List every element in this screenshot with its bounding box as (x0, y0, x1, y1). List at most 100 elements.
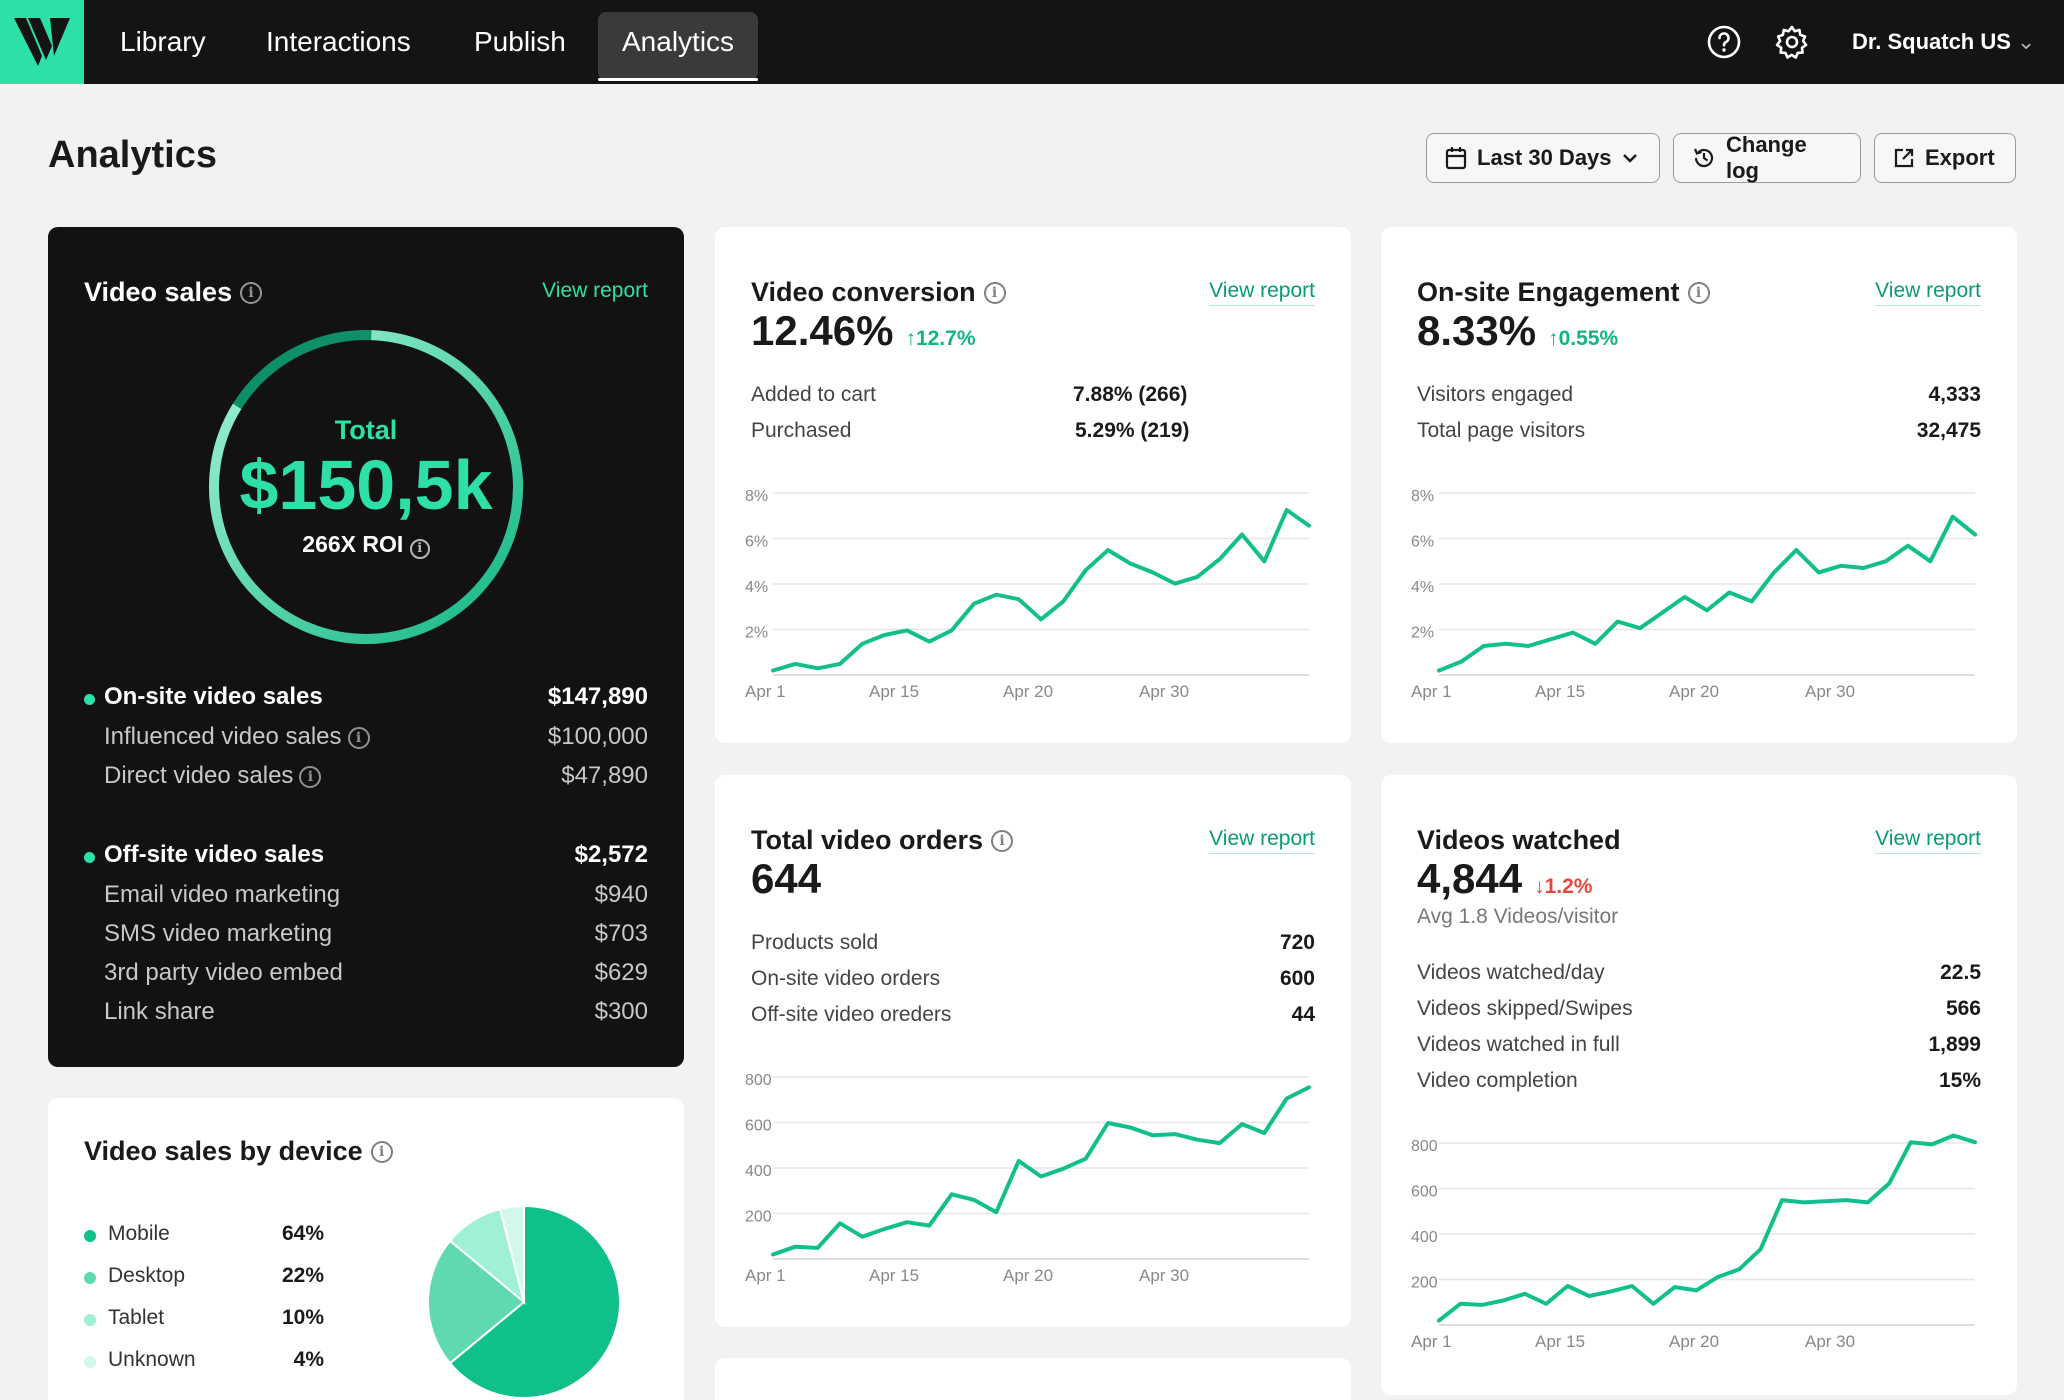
info-icon[interactable]: i (299, 765, 322, 788)
roi-value: 266X ROI (302, 531, 404, 557)
row-label: On-site video orders (751, 967, 941, 990)
x-tick-label: Apr 1 (745, 682, 786, 701)
purchased-row: Purchased 5.29% (219) (751, 419, 1315, 449)
legend-value: 10% (281, 1306, 324, 1329)
completion-row: Video completion 15% (1417, 1069, 1981, 1099)
legend-dot (84, 1314, 96, 1326)
date-range-dropdown[interactable]: Last 30 Days (1426, 133, 1660, 183)
account-name: Dr. Squatch US (1852, 29, 2011, 54)
videos-watched-card: Videos watched View report 4,844 ↓1.2% A… (1381, 775, 2017, 1395)
orders-view-report-link[interactable]: View report (1209, 827, 1315, 854)
legend-dot (84, 1356, 96, 1368)
videos-watched-title-text: Videos watched (1417, 825, 1621, 855)
y-tick-label: 400 (1411, 1229, 1438, 1246)
pie-slice-unknown (498, 1204, 525, 1303)
info-icon[interactable]: i (240, 281, 263, 304)
third-party-embed-row: 3rd party video embed $629 (84, 959, 648, 993)
video-conversion-title-text: Video conversion (751, 277, 976, 307)
info-icon[interactable]: i (991, 829, 1014, 852)
offsite-sales-label: Off-site video sales (104, 841, 325, 868)
y-tick-label: 200 (1411, 1275, 1438, 1292)
info-icon[interactable]: i (983, 281, 1006, 304)
onsite-dot (84, 694, 95, 705)
orders-card: Total video orders i View report 644 Pro… (715, 775, 1351, 1327)
series-line (1437, 1133, 1977, 1323)
legend-value: 64% (281, 1222, 324, 1245)
sms-marketing-row: SMS video marketing $703 (84, 920, 648, 954)
x-tick-label: Apr 15 (869, 1266, 919, 1285)
gear-icon[interactable] (1774, 24, 1810, 60)
info-icon[interactable]: i (1687, 281, 1710, 304)
link-share-row: Link share $300 (84, 998, 648, 1032)
arrow-up-icon: ↑ (905, 327, 916, 350)
x-tick-label: Apr 20 (1669, 1332, 1719, 1351)
row-label: Videos skipped/Swipes (1417, 997, 1633, 1020)
onsite-orders-row: On-site video orders 600 (751, 967, 1315, 997)
chevron-down-icon (1622, 154, 1637, 163)
info-icon[interactable]: i (370, 1140, 393, 1163)
total-sales-ring (209, 330, 523, 644)
top-navigation-bar: Library Interactions Publish Analytics D… (0, 0, 2064, 84)
date-range-label: Last 30 Days (1477, 145, 1612, 170)
device-sales-title-text: Video sales by device (84, 1136, 363, 1166)
video-conversion-view-report-link[interactable]: View report (1209, 279, 1315, 306)
row-label: Off-site video oreders (751, 1003, 952, 1026)
offsite-dot (84, 852, 95, 863)
legend-dot (84, 1230, 96, 1242)
video-sales-title-text: Video sales (84, 277, 233, 307)
arrow-down-icon: ↓ (1534, 875, 1545, 898)
email-marketing-row: Email video marketing $940 (84, 881, 648, 915)
nav-library[interactable]: Library (120, 26, 206, 57)
legend-value: 22% (281, 1264, 324, 1287)
change-log-button[interactable]: Change log (1673, 132, 1861, 183)
next-card-partial (715, 1358, 1351, 1400)
row-label: Purchased (751, 419, 852, 442)
row-label: Videos watched/day (1417, 961, 1605, 984)
direct-sales-row: Direct video sales i $47,890 (84, 762, 648, 796)
link-share-label: Link share (104, 998, 215, 1025)
row-label: Videos watched in full (1417, 1033, 1620, 1056)
help-circle-icon[interactable] (1706, 24, 1742, 60)
third-party-embed-label: 3rd party video embed (104, 959, 343, 986)
videos-watched-line-chart: 800 600 400 200 Apr 1 Apr 15 Apr 20 Apr 30 (1411, 1133, 1977, 1351)
avg-videos-per-visitor: Avg 1.8 Videos/visitor (1417, 905, 1619, 928)
y-tick-label: 2% (745, 625, 768, 642)
y-tick-label: 4% (745, 579, 768, 596)
delta-down: ↓1.2% (1534, 875, 1592, 899)
x-tick-label: Apr 30 (1805, 1332, 1855, 1351)
email-marketing-value: $940 (594, 881, 648, 908)
brand-logo[interactable] (0, 0, 84, 84)
row-value: 5.29% (219) (1075, 419, 1190, 442)
y-tick-label: 600 (745, 1118, 772, 1135)
influenced-sales-label: Influenced video sales (104, 723, 342, 750)
onsite-sales-value: $147,890 (547, 683, 648, 710)
nav-publish[interactable]: Publish (474, 26, 566, 57)
row-label: Products sold (751, 931, 879, 954)
videos-watched-view-report-link[interactable]: View report (1875, 827, 1981, 854)
onsite-sales-label: On-site video sales (104, 683, 323, 710)
watched-in-full-row: Videos watched in full 1,899 (1417, 1033, 1981, 1063)
row-label: Added to cart (751, 383, 876, 406)
engagement-view-report-link[interactable]: View report (1875, 279, 1981, 306)
account-selector[interactable]: Dr. Squatch US ⌄ (1852, 26, 2035, 58)
y-tick-label: 200 (745, 1209, 772, 1226)
orders-number: 644 (751, 855, 822, 902)
row-value: 32,475 (1916, 419, 1981, 442)
nav-analytics[interactable]: Analytics (598, 12, 759, 81)
total-sales-value: $150,5k (239, 446, 493, 524)
delta-up: ↑12.7% (905, 327, 975, 351)
y-tick-label: 4% (1411, 579, 1434, 596)
video-sales-view-report-link[interactable]: View report (542, 279, 648, 302)
orders-title: Total video orders i (751, 825, 1014, 856)
legend-dot (84, 1272, 96, 1284)
conversion-line-chart: 8% 6% 4% 2% Apr 1 Apr 15 Apr 20 Apr 30 (745, 488, 1311, 701)
row-value: 1,899 (1928, 1033, 1981, 1056)
nav-interactions[interactable]: Interactions (266, 26, 411, 57)
total-visitors-row: Total page visitors 32,475 (1417, 419, 1981, 449)
row-value: 7.88% (266) (1073, 383, 1188, 406)
info-icon[interactable]: i (347, 726, 370, 749)
video-conversion-card: Video conversion i View report 12.46% ↑1… (715, 227, 1351, 743)
export-button[interactable]: Export (1874, 133, 2016, 183)
x-tick-label: Apr 1 (1411, 1332, 1452, 1351)
info-icon[interactable]: i (409, 539, 430, 559)
